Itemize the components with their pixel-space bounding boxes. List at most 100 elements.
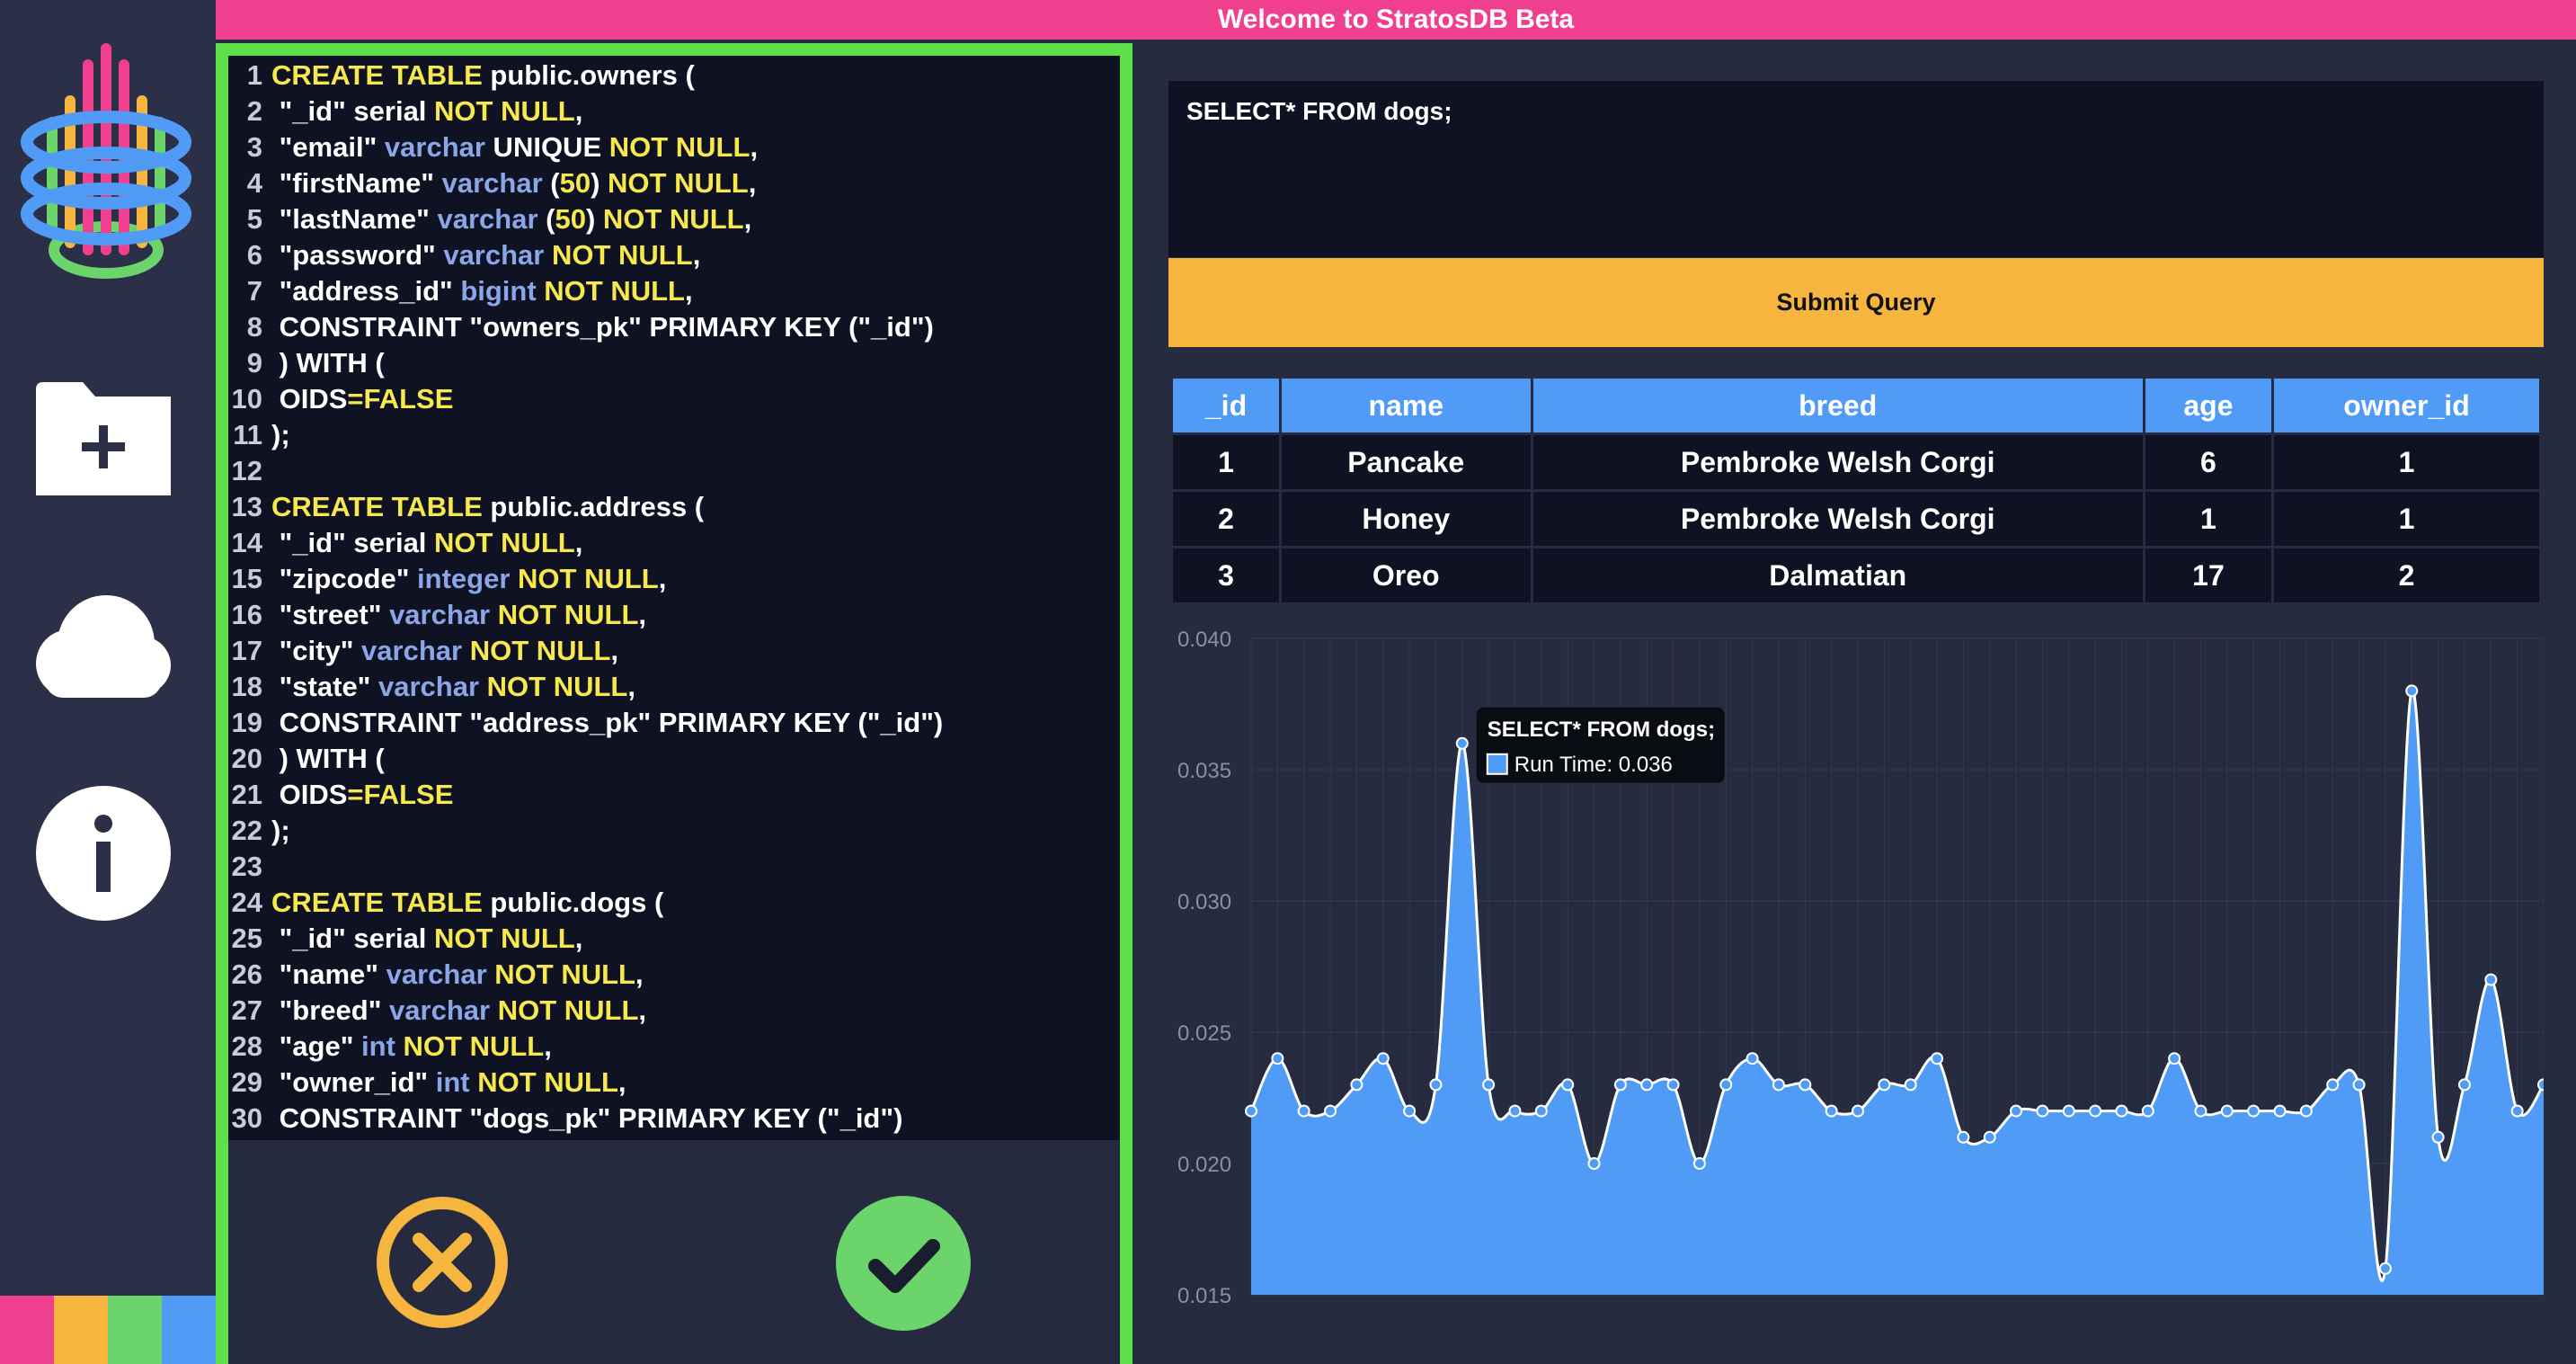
sql-token: ,	[685, 275, 693, 307]
sql-token: ,	[574, 923, 583, 954]
sql-token: "_id" serial	[271, 95, 435, 127]
data-point	[1482, 1078, 1496, 1092]
sql-token: ) WITH (	[271, 743, 385, 774]
data-point	[2537, 1078, 2544, 1092]
sql-token: CONSTRAINT "dogs_pk" PRIMARY KEY ("_id")	[271, 1102, 903, 1134]
y-tick-label: 0.015	[1177, 1284, 1231, 1308]
sql-token: ,	[574, 527, 583, 558]
sql-token: public.owners (	[482, 59, 695, 91]
sql-keyword: NOT NULL	[497, 994, 639, 1026]
code-line: 27 "breed" varchar NOT NULL,	[228, 993, 1120, 1029]
code-text: "zipcode" integer NOT NULL,	[271, 561, 667, 597]
brand-stripe	[54, 1296, 108, 1364]
data-point	[1561, 1078, 1575, 1092]
line-number: 3	[246, 131, 262, 163]
sql-token	[395, 1030, 404, 1062]
data-point	[2247, 1104, 2261, 1118]
table-cell: 1	[2274, 435, 2539, 489]
data-point	[2194, 1104, 2207, 1118]
sql-keyword: NOT NULL	[403, 1030, 545, 1062]
code-line: 26 "name" varchar NOT NULL,	[228, 957, 1120, 993]
data-point	[2273, 1104, 2287, 1118]
code-line: 9 ) WITH (	[228, 345, 1120, 381]
sql-keyword: NOT NULL	[497, 599, 639, 630]
line-number: 27	[231, 994, 262, 1026]
line-number: 6	[246, 239, 262, 271]
sql-token: ,	[617, 1066, 626, 1098]
column-header[interactable]: breed	[1532, 379, 2143, 432]
code-text: "age" int NOT NULL,	[271, 1029, 552, 1065]
sql-token: "zipcode"	[271, 563, 418, 594]
sql-token: OIDS	[271, 383, 348, 415]
query-input[interactable]: SELECT* FROM dogs;	[1168, 81, 2544, 257]
data-point	[1455, 736, 1469, 750]
sql-type: varchar	[443, 239, 545, 271]
line-number: 7	[246, 275, 262, 307]
sql-keyword: NOT NULL	[434, 923, 575, 954]
column-header[interactable]: _id	[1173, 379, 1279, 432]
code-text: OIDS=FALSE	[271, 381, 454, 417]
table-cell: 2	[2274, 548, 2539, 602]
data-point	[1376, 1052, 1390, 1065]
table-cell: 6	[2145, 435, 2271, 489]
line-number: 13	[231, 491, 262, 522]
data-point	[2062, 1104, 2075, 1118]
table-row: 3 Oreo Dalmatian 17 2	[1173, 548, 2539, 602]
sql-keyword: NOT NULL	[608, 167, 749, 199]
code-text: "state" varchar NOT NULL,	[271, 669, 635, 705]
sql-editor-panel: 1 CREATE TABLE public.owners (2 "_id" ser…	[216, 43, 1133, 1364]
data-point	[2484, 973, 2498, 986]
y-tick-label: 0.030	[1177, 890, 1231, 914]
submit-query-button[interactable]: Submit Query	[1168, 258, 2544, 347]
line-number: 11	[233, 419, 262, 450]
table-cell: 17	[2145, 548, 2271, 602]
line-number: 9	[246, 347, 262, 379]
line-number: 30	[231, 1102, 262, 1134]
code-line: 24 CREATE TABLE public.dogs (	[228, 885, 1120, 921]
sql-token: CONSTRAINT "owners_pk" PRIMARY KEY ("_id…	[271, 311, 934, 343]
sql-token	[470, 1066, 478, 1098]
data-point	[2089, 1104, 2102, 1118]
data-point	[2431, 1130, 2445, 1144]
line-number: 26	[231, 958, 262, 990]
code-line: 28 "age" int NOT NULL,	[228, 1029, 1120, 1065]
stratosdb-logo[interactable]	[16, 43, 196, 293]
code-text: CREATE TABLE public.owners (	[271, 58, 695, 94]
sql-token	[490, 994, 498, 1026]
data-point	[1508, 1104, 1522, 1118]
data-point	[2326, 1078, 2340, 1092]
column-header[interactable]: age	[2145, 379, 2271, 432]
cancel-button[interactable]	[376, 1196, 509, 1329]
sql-keyword: NOT NULL	[602, 203, 744, 235]
sql-code-editor[interactable]: 1 CREATE TABLE public.owners (2 "_id" ser…	[228, 56, 1120, 1138]
sql-token	[490, 599, 498, 630]
data-point	[2378, 1261, 2392, 1275]
info-icon[interactable]	[36, 786, 171, 921]
table-cell: Oreo	[1281, 548, 1531, 602]
sql-keyword: NOT NULL	[551, 239, 693, 271]
code-line: 22);	[228, 813, 1120, 849]
confirm-button[interactable]	[836, 1196, 971, 1331]
runtime-chart: 0.040 0.035 0.030 0.025 0.020 0.015 SELECT* FR…	[1177, 628, 2544, 1308]
column-header[interactable]: owner_id	[2274, 379, 2539, 432]
cloud-icon[interactable]	[36, 593, 171, 698]
sql-token: "lastName"	[271, 203, 438, 235]
line-number: 24	[231, 887, 262, 918]
code-line: 25 "_id" serial NOT NULL,	[228, 921, 1120, 957]
line-number: 20	[231, 743, 262, 774]
data-point	[2299, 1104, 2313, 1118]
code-line: 30 CONSTRAINT "dogs_pk" PRIMARY KEY ("_i…	[228, 1101, 1120, 1137]
new-folder-icon[interactable]	[36, 382, 171, 495]
table-cell: Dalmatian	[1532, 548, 2143, 602]
data-point	[1271, 1052, 1284, 1065]
data-point	[1692, 1157, 1706, 1170]
code-line: 7 "address_id" bigint NOT NULL,	[228, 273, 1120, 309]
sql-token: )	[591, 167, 608, 199]
data-point	[1403, 1104, 1417, 1118]
line-number: 28	[231, 1030, 262, 1062]
sql-keyword: NOT NULL	[518, 563, 659, 594]
sql-token: "email"	[271, 131, 385, 163]
data-point	[1297, 1104, 1310, 1118]
code-text: "address_id" bigint NOT NULL,	[271, 273, 693, 309]
column-header[interactable]: name	[1281, 379, 1531, 432]
